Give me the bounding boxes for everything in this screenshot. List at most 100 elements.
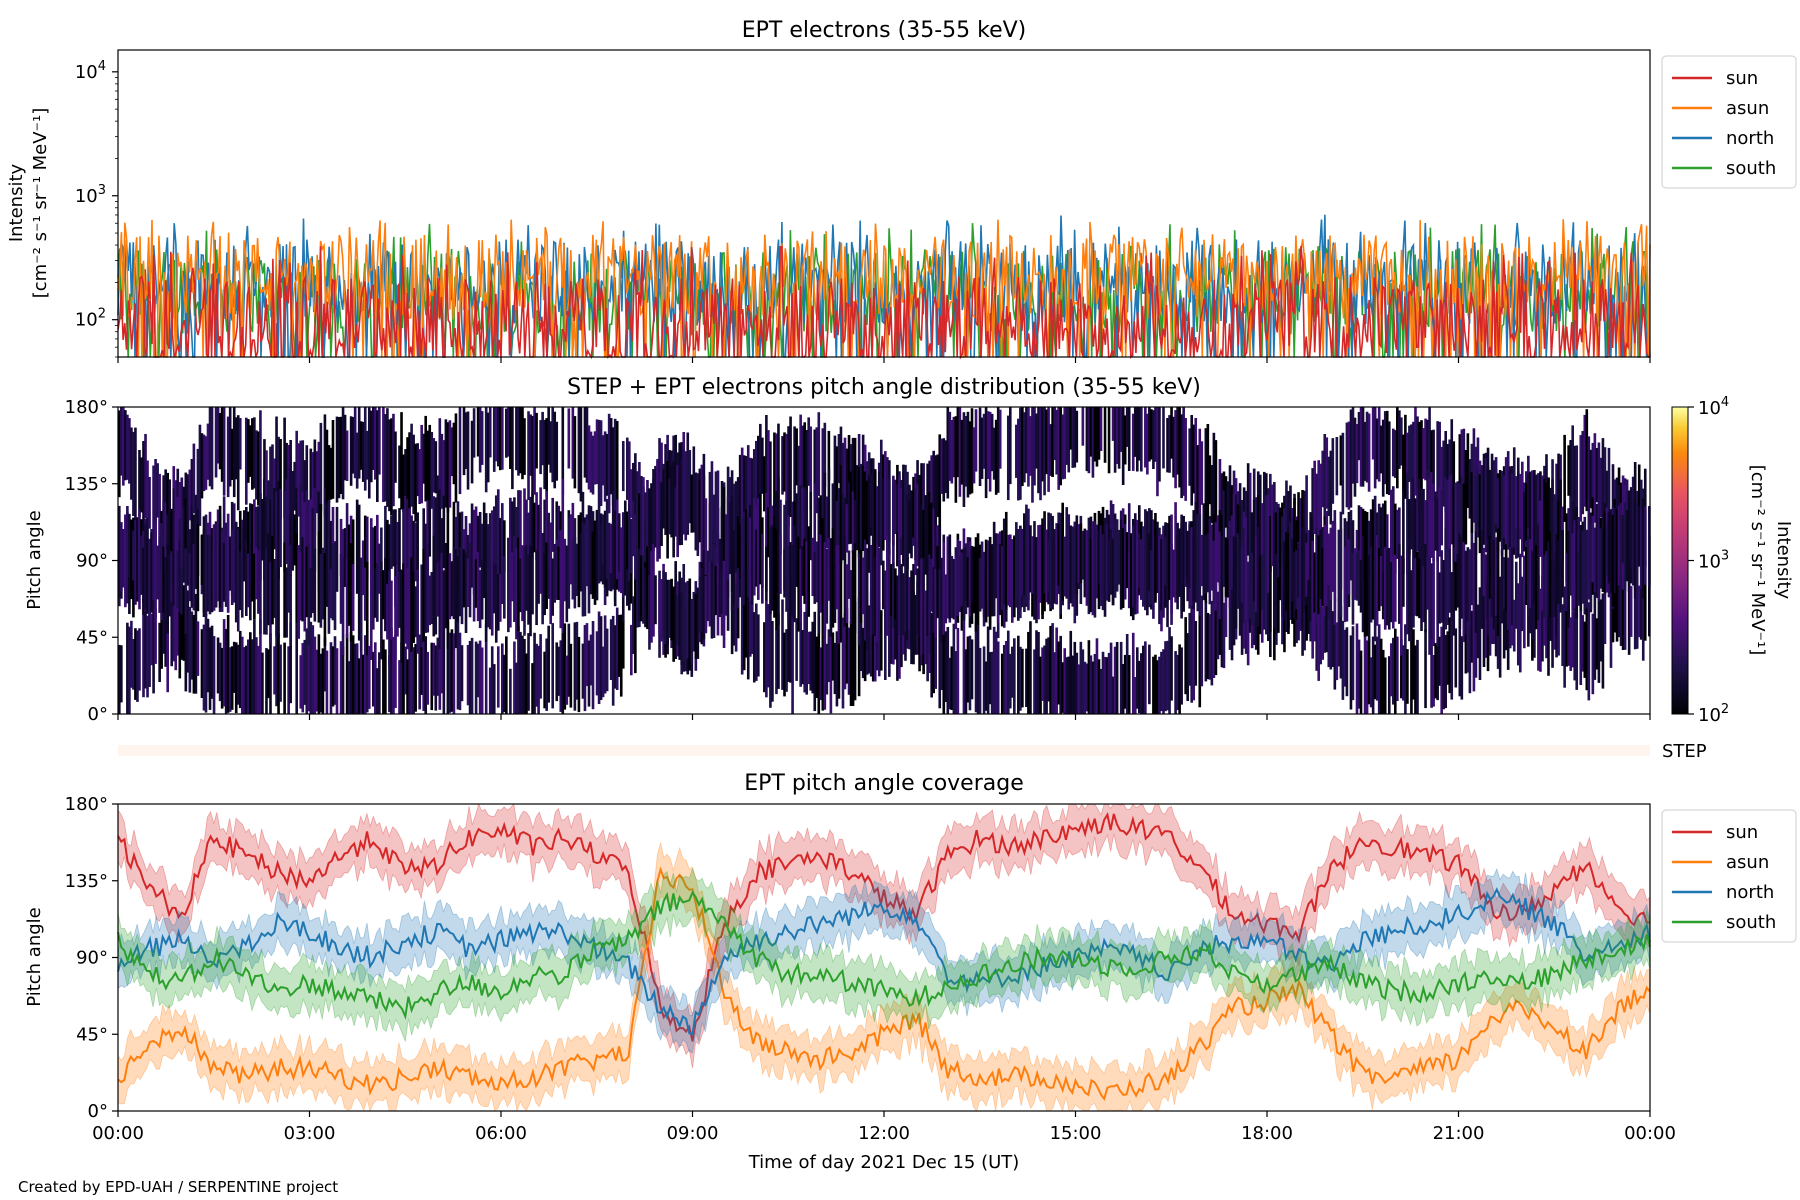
heat-cell [1377,548,1381,611]
heat-cell [1436,498,1439,562]
heat-cell [255,430,258,500]
heat-cell [150,613,153,666]
heat-cell [1043,407,1046,496]
heat-cell [890,607,893,664]
heat-cell [162,499,165,580]
heat-cell [843,437,847,508]
heat-cell [1523,555,1526,605]
heat-cell [1299,541,1302,631]
heat-cell [1164,641,1167,712]
panel2-title: STEP + EPT electrons pitch angle distrib… [567,375,1201,400]
heat-cell [1543,479,1546,570]
heat-cell [192,543,196,611]
heat-cell [1178,407,1181,488]
heat-cell [1357,639,1361,709]
heat-cell [1095,638,1099,714]
heat-cell [986,626,990,714]
heat-cell [551,623,555,709]
heat-cell [1351,552,1355,625]
heat-cell [438,489,442,585]
heat-cell [1029,621,1032,714]
heat-cell [347,661,351,714]
heat-cell [1210,524,1214,591]
heat-cell [940,557,944,643]
heat-cell [869,474,873,529]
heat-cell [404,585,407,644]
heat-cell [672,461,675,558]
heat-cell [1527,587,1530,647]
heat-cell [392,636,395,714]
heat-cell [1406,649,1409,704]
heat-cell [208,627,212,710]
heat-cell [1230,485,1234,540]
heat-cell [728,501,732,575]
heat-cell [210,528,214,613]
heat-cell [134,520,137,605]
heat-cell [1254,575,1258,650]
heat-cell [442,495,446,569]
heat-cell [178,588,182,679]
heat-cell [763,622,766,693]
heat-cell [1452,547,1456,636]
heat-cell [1533,470,1536,560]
colorbar [1671,406,1689,715]
heat-cell [208,534,212,615]
heat-cell [446,422,450,513]
heat-cell [1412,421,1415,511]
heat-cell [1357,549,1361,606]
heat-cell [247,553,250,608]
heat-cell [1297,543,1300,598]
heat-cell [982,413,986,469]
x-tick-label: 15:00 [1050,1123,1102,1144]
heat-cell [188,469,192,521]
heat-cell [1097,407,1101,460]
heat-cell [1271,484,1274,567]
heat-cell [1442,616,1445,710]
heat-cell [1194,621,1198,686]
heat-cell [1474,476,1478,555]
heat-cell [761,534,764,604]
heat-cell [1581,615,1585,672]
heat-cell [775,529,778,630]
heat-cell [1424,544,1427,633]
heat-cell [222,407,226,496]
heat-cell [1025,407,1028,474]
heat-cell [501,407,504,470]
heat-cell [1071,655,1075,714]
heat-cell [325,650,329,714]
heat-cell [194,494,198,590]
heat-cell [1518,553,1522,605]
heat-cell [1053,535,1056,604]
heat-cell [1341,620,1345,700]
y-tick-label: 104 [75,59,106,83]
heat-cell [168,553,172,617]
heat-cell [176,550,180,608]
heat-cell [164,469,167,523]
heat-cell [795,428,798,486]
legend-label-asun: asun [1726,852,1769,873]
heat-cell [1462,542,1466,643]
heat-cell [1367,638,1371,705]
heat-cell [696,473,700,556]
heat-cell [1416,551,1419,617]
heat-cell [924,590,927,665]
heat-cell [1045,409,1048,475]
heat-cell [1428,407,1431,500]
heat-cell [1418,478,1421,565]
heat-cell [142,598,145,698]
heat-cell [436,637,440,696]
heat-cell [285,479,288,565]
heat-cell [617,614,621,677]
panel1-ylabel-line1: Intensity [6,163,27,242]
heat-cell [466,411,470,490]
heat-cell [916,484,919,567]
heat-cell [1083,543,1087,598]
heat-cell [426,500,430,569]
heat-cell [875,544,879,642]
heat-cell [1414,407,1417,496]
heat-cell [1452,485,1456,565]
heat-cell [1111,407,1115,441]
heat-cell [1571,611,1574,668]
heat-cell [1367,555,1371,642]
heat-cell [277,539,280,638]
